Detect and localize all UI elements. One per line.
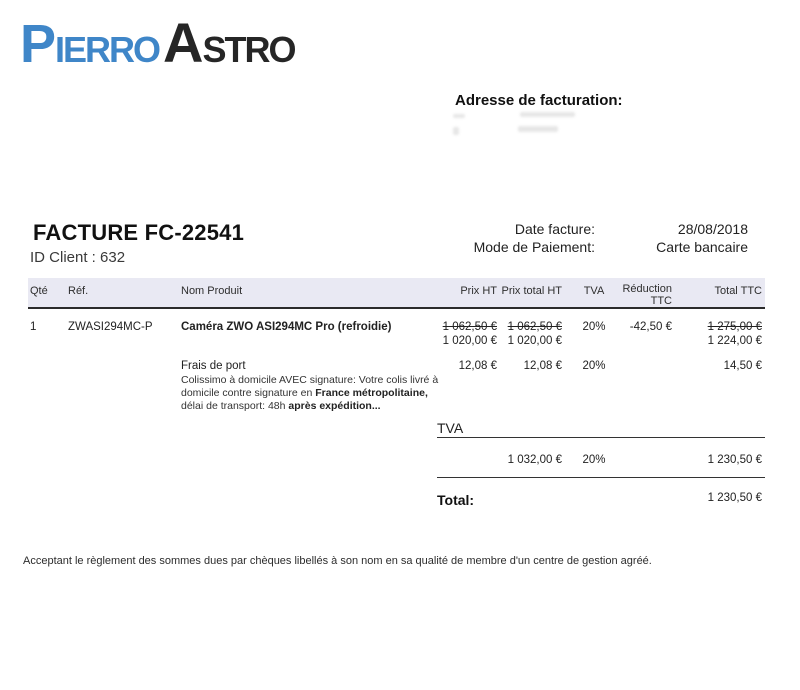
logo-text-stro: STRO [202,29,297,70]
item-price-ht: 1 062,50 € 1 020,00 € [413,320,497,348]
header-reduction-line2: TTC [650,295,672,307]
shipping-desc-line2: domicile contre signature en [181,387,316,399]
invoice-date-value: 28/08/2018 [677,221,748,237]
tva-ttc-amount: 1 230,50 € [707,454,762,466]
tva-section-label: TVA [437,420,464,436]
header-reduction-line1: Réduction [622,283,672,295]
client-id: ID Client : 632 [30,249,126,266]
billing-address-title: Adresse de facturation: [455,92,623,109]
tva-divider-bottom [437,477,765,478]
shipping-desc-line2-bold: France métropolitaine, [315,387,428,399]
invoice-title: FACTURE FC-22541 [33,220,245,245]
header-price-total-ht: Prix total HT [501,285,562,297]
item-price-total-ht-old: 1 062,50 € [507,321,562,333]
item-ref: ZWASI294MC-P [68,321,153,333]
header-tva: TVA [583,285,605,297]
header-qty: Qté [30,285,48,297]
header-total-ttc: Total TTC [714,285,762,297]
item-total-ttc-new: 1 224,00 € [707,335,762,347]
tva-rate: 20% [582,454,606,466]
item-total-ttc-old: 1 275,00 € [707,321,762,333]
shipping-total-ttc: 14,50 € [723,360,762,372]
shipping-cell: Frais de port Colissimo à domicile AVEC … [181,359,449,413]
shipping-desc-line1: Colissimo à domicile AVEC signature: Vot… [181,374,439,386]
redacted-address-mark [518,126,558,132]
invoice-date-label: Date facture: [514,221,595,237]
logo-letter-p: P [20,14,56,74]
logo-text-ierro: IERRO [55,29,161,70]
redacted-address-mark [453,114,465,118]
shipping-tva-rate: 20% [582,360,606,372]
item-price-ht-new: 1 020,00 € [442,335,497,347]
shipping-description: Colissimo à domicile AVEC signature: Vot… [181,374,449,413]
total-amount: 1 230,50 € [707,492,762,504]
item-total-ttc: 1 275,00 € 1 224,00 € [678,320,762,348]
shipping-desc-line3: délai de transport: 48h [181,400,289,412]
shipping-price-total-ht: 12,08 € [523,360,562,372]
header-ref: Réf. [68,285,89,297]
item-reduction: -42,50 € [629,321,672,333]
header-reduction-ttc: Réduction TTC [598,283,672,307]
shipping-price-ht: 12,08 € [458,360,497,372]
shipping-desc-line3-bold: après expédition... [288,400,381,412]
item-price-ht-old: 1 062,50 € [442,321,497,333]
pierro-astro-logo: PIERROASTRO [20,11,297,89]
payment-method-label: Mode de Paiement: [473,239,595,255]
logo-letter-a: A [163,11,203,74]
payment-method-value: Carte bancaire [656,239,748,255]
header-product: Nom Produit [181,285,243,297]
total-label: Total: [437,492,475,508]
tva-divider-top [437,437,765,438]
item-qty: 1 [30,321,37,333]
tva-base-amount: 1 032,00 € [507,454,562,466]
item-tva-rate: 20% [582,321,606,333]
items-table-header [28,278,765,309]
shipping-title: Frais de port [181,360,246,372]
item-product-name: Caméra ZWO ASI294MC Pro (refroidie) [181,321,392,333]
redacted-address-mark [453,127,459,135]
legal-footer-note: Acceptant le règlement des sommes dues p… [23,555,652,567]
item-price-total-ht: 1 062,50 € 1 020,00 € [478,320,562,348]
header-price-ht: Prix HT [460,285,497,297]
redacted-address-mark [520,112,575,117]
item-price-total-ht-new: 1 020,00 € [507,335,562,347]
